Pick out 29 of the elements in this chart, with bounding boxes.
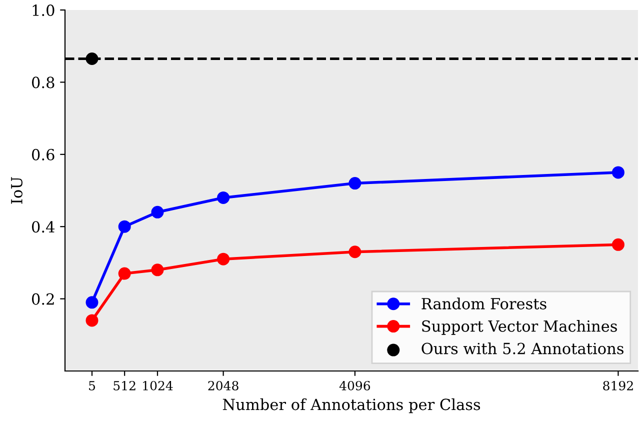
point bbox=[612, 238, 624, 251]
legend-label: Support Vector Machines bbox=[422, 320, 617, 335]
x-tick-label: 1024 bbox=[143, 380, 173, 390]
x-tick-label: 5 bbox=[89, 381, 96, 390]
y-tick-label: 0.6 bbox=[32, 148, 54, 160]
legend-label: Ours with 5.2 Annotations bbox=[422, 342, 624, 354]
x-tick-label: 8192 bbox=[603, 380, 633, 390]
point bbox=[612, 166, 624, 179]
point bbox=[348, 177, 362, 190]
y-tick-label: 0.8 bbox=[32, 76, 54, 88]
point bbox=[86, 296, 98, 309]
point bbox=[348, 246, 362, 258]
point bbox=[217, 252, 230, 266]
point bbox=[118, 267, 131, 280]
x-tick-label: 512 bbox=[114, 380, 136, 390]
point bbox=[86, 52, 98, 65]
y-tick-label: 0.4 bbox=[32, 221, 55, 233]
point bbox=[151, 206, 164, 218]
y-tick-label: 1.0 bbox=[32, 4, 54, 16]
point bbox=[151, 264, 164, 276]
x-tick-label: 4096 bbox=[339, 380, 370, 390]
y-tick-label: 0.2 bbox=[32, 293, 54, 305]
y-axis-title: IoU bbox=[11, 177, 22, 204]
point bbox=[86, 314, 98, 327]
x-axis-title: Number of Annotations per Class bbox=[222, 398, 480, 414]
point bbox=[118, 220, 131, 233]
legend-label: Random Forests bbox=[422, 298, 546, 310]
x-tick-label: 2048 bbox=[208, 380, 238, 390]
point bbox=[217, 191, 230, 204]
